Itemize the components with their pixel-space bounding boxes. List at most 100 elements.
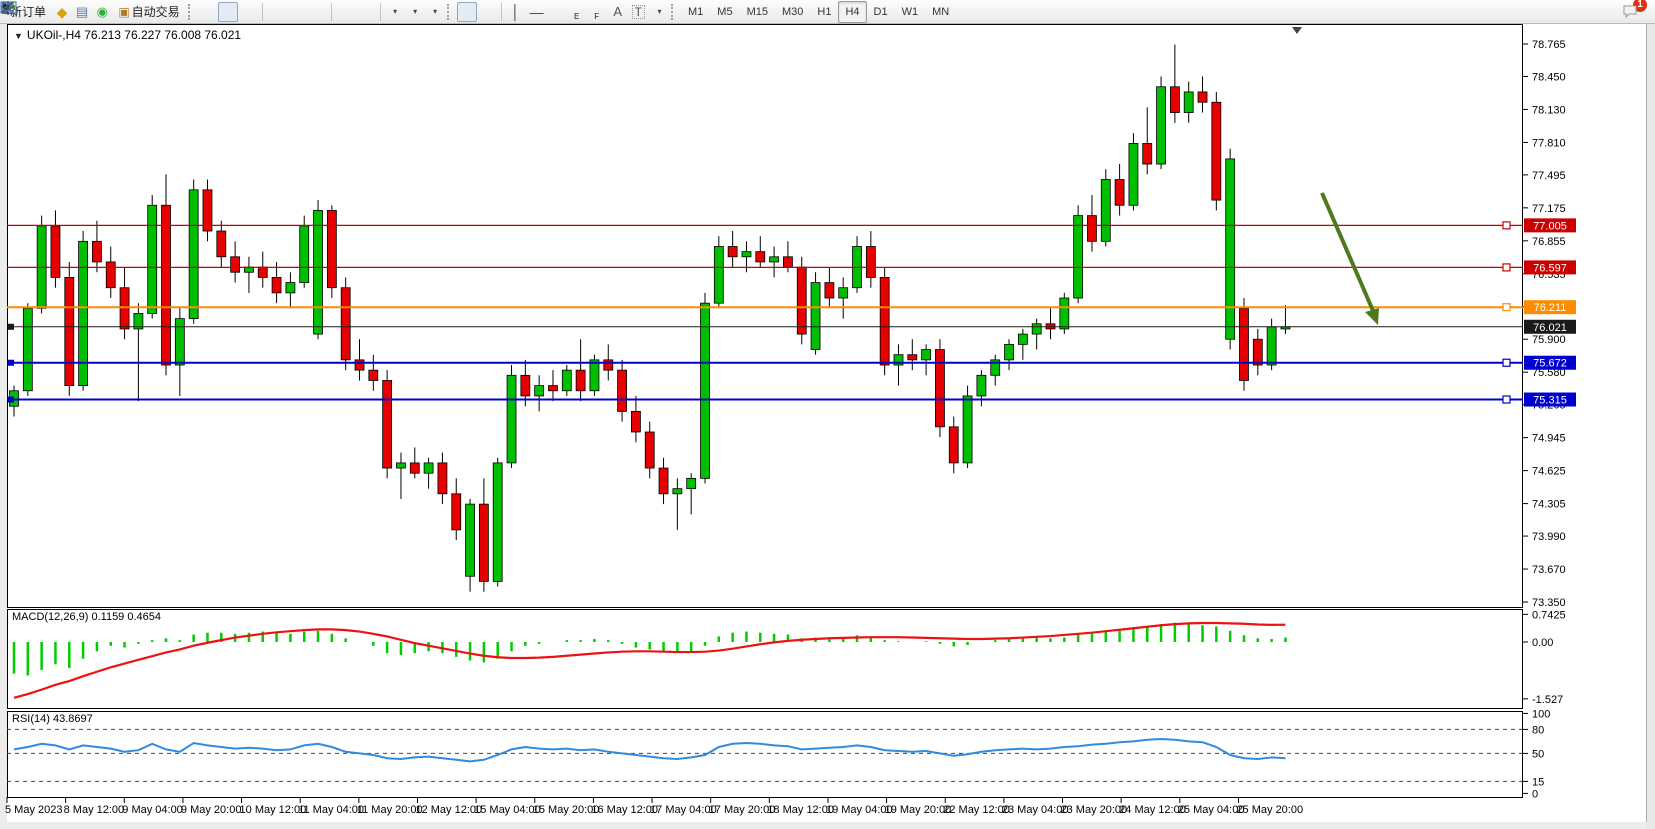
svg-text:80: 80	[1532, 724, 1544, 736]
time-label: 17 May 04:00	[650, 804, 717, 816]
timeframe-m5[interactable]: M5	[717, 5, 733, 18]
timeframe-w1[interactable]: W1	[901, 5, 919, 18]
tile-windows-icon[interactable]	[2, 2, 327, 22]
candlestick-chart-icon[interactable]	[2, 1, 238, 22]
level-handle[interactable]	[1502, 221, 1511, 230]
level-handle[interactable]	[8, 396, 14, 403]
text-label-tool[interactable]: T	[628, 2, 649, 22]
search-icon[interactable]	[1, 1, 1615, 22]
trend-arrow-annotation[interactable]	[1320, 192, 1379, 325]
text-tool[interactable]: A	[613, 4, 622, 19]
timeframe-mn[interactable]: MN	[932, 5, 950, 18]
time-label: 17 May 20:00	[709, 804, 776, 816]
svg-text:74.625: 74.625	[1532, 466, 1566, 478]
toolbar-grip[interactable]	[671, 3, 676, 20]
time-label: 8 May 12:00	[64, 804, 125, 816]
svg-text:75.580: 75.580	[1532, 367, 1566, 379]
notifications-button[interactable]: 1	[1621, 0, 1647, 22]
level-handle[interactable]	[1502, 358, 1511, 367]
line-chart-icon[interactable]	[1, 2, 258, 22]
chevron-down-icon: ▾	[657, 7, 662, 16]
price-axis[interactable]: 78.765 78.450 78.130 77.810 77.495 77.175 76.8…	[1523, 39, 1576, 609]
zoom-in-icon[interactable]	[1, 1, 287, 22]
vertical-line-tool[interactable]: │	[511, 3, 521, 20]
time-label: 18 May 12:00	[767, 804, 834, 816]
level-handle[interactable]	[1502, 303, 1511, 312]
svg-text:15: 15	[1532, 776, 1544, 788]
toolbar-separator	[500, 2, 502, 21]
level-handle[interactable]	[1502, 395, 1511, 404]
cursor-tool[interactable]	[3, 1, 477, 22]
svg-text:73.990: 73.990	[1532, 531, 1566, 543]
crosshair-tool[interactable]	[1, 1, 497, 22]
notification-badge: 1	[1633, 0, 1647, 12]
timeframe-h1[interactable]: H1	[817, 5, 832, 18]
new-chart-button[interactable]: ▾	[1, 2, 405, 22]
toolbar-grip[interactable]	[446, 3, 452, 20]
equidistant-channel-tool[interactable]: E	[0, 2, 588, 22]
timeframe-m1[interactable]: M1	[688, 5, 704, 18]
svg-text:100: 100	[1532, 708, 1550, 720]
svg-text:75.900: 75.900	[1532, 334, 1566, 346]
svg-text:73.670: 73.670	[1532, 564, 1566, 576]
timeframe-d1[interactable]: D1	[873, 5, 888, 18]
toolbar-grip[interactable]	[187, 3, 193, 20]
arrows-tool[interactable]: ▾	[3, 2, 669, 22]
price-badge	[1524, 392, 1576, 407]
periods-clock-button[interactable]: ▾	[1, 1, 425, 22]
horizontal-line-tool[interactable]: —	[529, 3, 544, 20]
auto-trading-icon: ▣	[118, 4, 130, 19]
svg-text:0.00: 0.00	[1532, 637, 1553, 649]
level-handle[interactable]	[1502, 263, 1511, 272]
price-badge-value: 75.315	[1533, 395, 1567, 407]
auto-trading-button[interactable]: ▣ 自动交易	[112, 2, 185, 22]
price-badge-value: 75.672	[1533, 358, 1567, 370]
signals-icon[interactable]: ◉	[96, 4, 108, 19]
time-label: 22 May 12:00	[943, 804, 1010, 816]
time-axis[interactable]: 5 May 2023 8 May 12:009 May 04:009 May 20…	[5, 797, 1303, 816]
trendline-tool[interactable]	[1, 1, 568, 22]
toolbar-right-group: 1	[1, 0, 1651, 22]
price-badge	[1524, 355, 1576, 370]
price-badge	[1524, 260, 1576, 275]
bar-chart-icon[interactable]	[2, 2, 218, 22]
svg-text:74.945: 74.945	[1532, 433, 1566, 445]
fibonacci-tool[interactable]: F	[1, 2, 608, 22]
auto-scroll-icon[interactable]	[2, 2, 356, 22]
time-label: 24 May 12:00	[1119, 804, 1186, 816]
macd-panel[interactable]: 0.7425 0.00 -1.527	[12, 609, 1566, 706]
zoom-out-icon[interactable]	[1, 1, 307, 22]
time-label: 25 May 20:00	[1236, 804, 1303, 816]
level-handle[interactable]	[8, 359, 14, 366]
metaeditor-icon[interactable]: ▤	[76, 4, 89, 19]
price-levels[interactable]	[7, 221, 1523, 404]
templates-button[interactable]: ▾	[0, 1, 445, 22]
chart-shift-marker[interactable]	[1292, 27, 1302, 34]
time-label: 11 May 20:00	[357, 804, 423, 816]
time-label: 23 May 04:00	[1002, 804, 1069, 816]
timeframe-h4[interactable]: H4	[838, 0, 867, 23]
svg-text:77.810: 77.810	[1532, 137, 1566, 149]
chart-shift-icon[interactable]	[3, 2, 376, 22]
price-badge-value: 76.211	[1534, 302, 1567, 314]
svg-text:73.350: 73.350	[1532, 597, 1566, 609]
chevron-down-icon: ▾	[413, 7, 418, 16]
timeframe-m15[interactable]: M15	[746, 5, 768, 18]
time-label: 9 May 20:00	[181, 804, 242, 816]
time-label: 19 May 04:00	[826, 804, 893, 816]
main-panel-frame	[7, 24, 1523, 608]
svg-text:77.175: 77.175	[1532, 203, 1566, 215]
price-badge-value: 76.597	[1533, 262, 1567, 274]
time-label: 9 May 04:00	[122, 804, 183, 816]
toolbar-separator	[330, 2, 332, 21]
rsi-panel[interactable]: 100 80 50 150	[7, 708, 1550, 800]
level-handle[interactable]	[8, 323, 14, 330]
new-order-button[interactable]: 新订单	[4, 2, 52, 22]
timeframe-m30[interactable]: M30	[781, 5, 804, 18]
market-watch-icon[interactable]: ◆	[56, 3, 68, 20]
price-badge	[1524, 319, 1576, 334]
svg-text:78.130: 78.130	[1532, 104, 1566, 116]
toolbar-separator	[379, 2, 381, 21]
svg-text:50: 50	[1532, 748, 1544, 760]
